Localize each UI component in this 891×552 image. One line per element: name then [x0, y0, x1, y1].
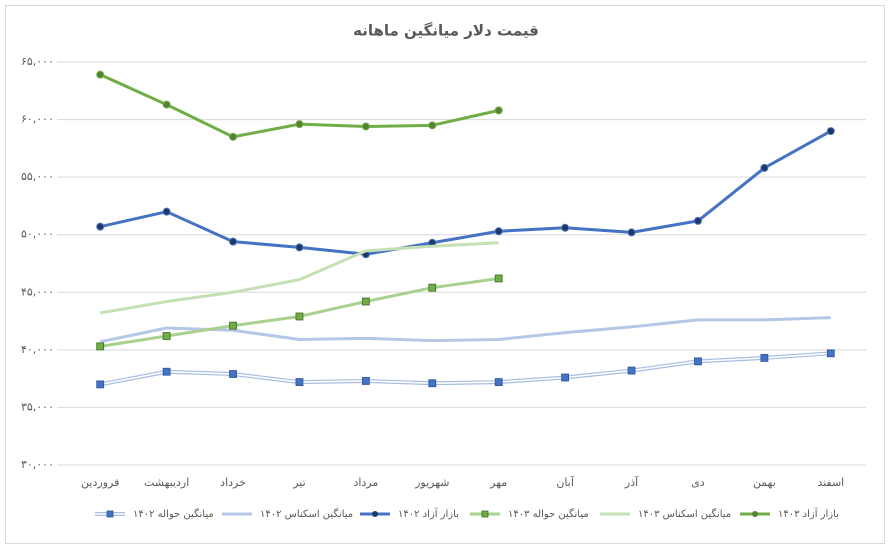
- point: [627, 366, 636, 375]
- y-tick-label: ۶۵,۰۰۰: [21, 55, 54, 68]
- y-tick-label: ۶۰,۰۰۰: [21, 113, 54, 126]
- legend-label: میانگین اسکناس ۱۴۰۳: [638, 508, 731, 520]
- legend-label: میانگین حواله ۱۴۰۲: [133, 508, 214, 520]
- point: [428, 121, 437, 130]
- point: [760, 163, 769, 172]
- point: [627, 228, 636, 237]
- point: [295, 378, 304, 386]
- legend-label: میانگین اسکناس ۱۴۰۲: [260, 508, 353, 520]
- point: [229, 132, 238, 141]
- point: [295, 243, 304, 252]
- series-line-inner: [100, 352, 831, 386]
- x-tick-label: بهمن: [753, 476, 776, 489]
- point: [162, 332, 171, 340]
- x-tick-label: مهر: [489, 476, 507, 489]
- series-line: [99, 129, 832, 256]
- legend-label: میانگین حواله ۱۴۰۳: [508, 508, 589, 520]
- point: [561, 373, 570, 382]
- legend-marker: [481, 510, 489, 518]
- y-tick-label: ۴۵,۰۰۰: [21, 285, 54, 298]
- point: [561, 223, 570, 232]
- point: [96, 342, 105, 351]
- legend-label: بازار آزاد ۱۴۰۳: [778, 507, 839, 520]
- legend-marker: [372, 511, 378, 517]
- x-tick-label: فروردین: [81, 476, 119, 489]
- x-tick-label: مرداد: [353, 476, 378, 489]
- x-tick-label: خرداد: [220, 476, 246, 489]
- point: [760, 354, 769, 362]
- point: [295, 120, 304, 129]
- point: [826, 349, 835, 358]
- point: [494, 274, 503, 283]
- point: [361, 377, 370, 385]
- y-tick-label: ۵۰,۰۰۰: [21, 228, 54, 241]
- legend-marker: [752, 511, 758, 517]
- x-tick-label: اردیبهشت: [144, 476, 189, 489]
- point: [229, 237, 238, 246]
- x-tick-label: اسفند: [817, 476, 844, 489]
- point: [361, 297, 370, 306]
- x-tick-label: شهریور: [414, 476, 449, 489]
- point: [295, 312, 304, 321]
- point: [428, 283, 437, 292]
- point: [162, 367, 171, 376]
- point: [96, 70, 105, 79]
- point: [694, 357, 702, 366]
- point: [361, 122, 370, 131]
- point: [229, 370, 237, 378]
- point: [826, 127, 835, 136]
- y-tick-label: ۴۰,۰۰۰: [21, 343, 54, 356]
- x-tick-label: آبان: [556, 475, 574, 489]
- series-line: [99, 316, 831, 344]
- point: [96, 380, 105, 389]
- point: [494, 378, 503, 386]
- y-tick-label: ۵۵,۰۰۰: [21, 170, 54, 183]
- legend-marker: [106, 510, 114, 518]
- x-tick-label: تیر: [292, 476, 305, 489]
- point: [494, 227, 503, 236]
- y-tick-label: ۳۵,۰۰۰: [21, 400, 54, 413]
- series-line: [99, 241, 499, 315]
- legend-label: بازار آزاد ۱۴۰۲: [398, 507, 459, 520]
- point: [162, 100, 171, 109]
- x-tick-label: آذر: [624, 475, 639, 489]
- point: [494, 106, 503, 115]
- chart-title: قیمت دلار میانگین ماهانه: [353, 22, 539, 40]
- chart-frame: [5, 5, 885, 544]
- point: [96, 222, 105, 231]
- point: [162, 207, 171, 216]
- point: [428, 379, 437, 388]
- point: [693, 216, 702, 225]
- point: [229, 321, 237, 330]
- x-tick-label: دی: [691, 476, 705, 489]
- y-tick-label: ۳۰,۰۰۰: [21, 458, 54, 471]
